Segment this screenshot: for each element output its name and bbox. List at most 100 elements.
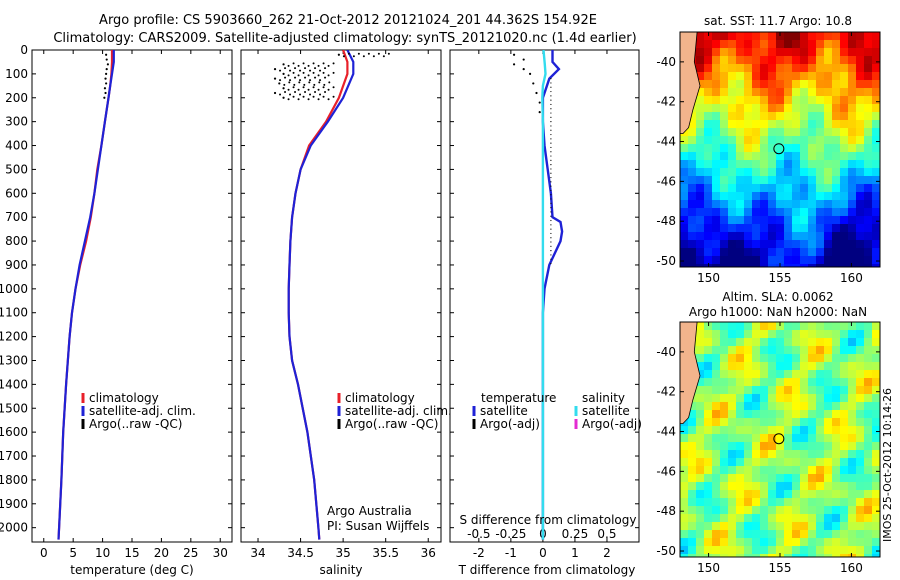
map-cell: [744, 450, 753, 459]
sal-argo-point-trail: [319, 93, 322, 96]
map-cell: [736, 506, 745, 515]
map-cell: [712, 40, 721, 49]
map-cell: [840, 426, 849, 435]
map-cell: [728, 522, 737, 531]
map-cell: [824, 434, 833, 443]
map-cell: [752, 426, 761, 435]
map-cell: [744, 354, 753, 363]
map-cell: [768, 522, 777, 531]
map-cell: [712, 176, 721, 185]
map-cell: [728, 530, 737, 539]
map-cell: [680, 224, 689, 233]
map-cell: [752, 546, 761, 555]
map-cell: [720, 136, 729, 145]
map-cell: [744, 184, 753, 193]
map-cell: [680, 144, 689, 153]
map-cell: [816, 88, 825, 97]
map-cell: [728, 184, 737, 193]
map-cell: [824, 330, 833, 339]
map-cell: [744, 248, 753, 257]
map-cell: [712, 458, 721, 467]
map-cell: [720, 418, 729, 427]
map-cell: [792, 248, 801, 257]
map-cell: [856, 264, 865, 267]
sal-argo-point-trail: [289, 93, 292, 96]
map-cell: [800, 144, 809, 153]
map-cell: [784, 386, 793, 395]
map-cell: [784, 224, 793, 233]
map-cell: [776, 530, 785, 539]
map-cell: [680, 434, 689, 443]
map-cell: [704, 434, 713, 443]
map-cell: [864, 498, 873, 507]
map-cell: [816, 530, 825, 539]
map-x-tick-label: 150: [697, 561, 720, 575]
map-cell: [800, 232, 809, 241]
map-cell: [816, 546, 825, 555]
map-cell: [864, 232, 873, 241]
depth-tick-label: 100: [5, 67, 28, 81]
map-cell: [808, 224, 817, 233]
map-cell: [784, 522, 793, 531]
map-cell: [816, 128, 825, 137]
map-cell: [704, 466, 713, 475]
x-tick-label: 10: [95, 546, 110, 560]
s-tick-label: 0.5: [597, 527, 616, 541]
map-cell: [784, 168, 793, 177]
map-cell: [872, 104, 880, 113]
map-cell: [720, 362, 729, 371]
map-cell: [856, 104, 865, 113]
map-cell: [776, 192, 785, 201]
map-cell: [704, 240, 713, 249]
map-cell: [800, 168, 809, 177]
map-cell: [728, 232, 737, 241]
map-cell: [736, 362, 745, 371]
tdiff-argo-point: [512, 53, 516, 56]
map-cell: [696, 426, 705, 435]
map-cell: [688, 120, 697, 129]
map-cell: [840, 240, 849, 249]
map-cell: [792, 370, 801, 379]
sal-argo-point-trail: [332, 95, 335, 98]
map-cell: [840, 546, 849, 555]
map-cell: [776, 248, 785, 257]
map-cell: [856, 410, 865, 419]
map-cell: [848, 128, 857, 137]
map-cell: [688, 232, 697, 241]
map-cell: [752, 80, 761, 89]
sal-argo-point-trail: [309, 69, 312, 72]
map-cell: [792, 434, 801, 443]
map-cell: [704, 426, 713, 435]
map-cell: [872, 554, 880, 557]
map-cell: [856, 88, 865, 97]
map-cell: [760, 530, 769, 539]
map-cell: [864, 482, 873, 491]
map-cell: [816, 248, 825, 257]
map-cell: [864, 208, 873, 217]
map-cell: [792, 48, 801, 57]
map-cell: [856, 200, 865, 209]
map-cell: [840, 538, 849, 547]
map-cell: [704, 248, 713, 257]
map-cell: [696, 546, 705, 555]
map-cell: [816, 200, 825, 209]
map-cell: [744, 506, 753, 515]
x-tick-label: -2: [473, 546, 485, 560]
map-cell: [840, 48, 849, 57]
map-cell: [744, 330, 753, 339]
map-cell: [760, 88, 769, 97]
map-cell: [816, 72, 825, 81]
map-cell: [792, 322, 801, 331]
map-cell: [744, 240, 753, 249]
s-tick-label: -0.5: [467, 527, 490, 541]
map-cell: [720, 144, 729, 153]
sal-argo-point: [282, 63, 285, 66]
tdiff-argo-point: [512, 63, 516, 66]
map-cell: [840, 362, 849, 371]
sdiff-argo-point: [550, 250, 552, 252]
map-cell: [704, 112, 713, 121]
map-cell: [800, 354, 809, 363]
map-cell: [800, 514, 809, 523]
